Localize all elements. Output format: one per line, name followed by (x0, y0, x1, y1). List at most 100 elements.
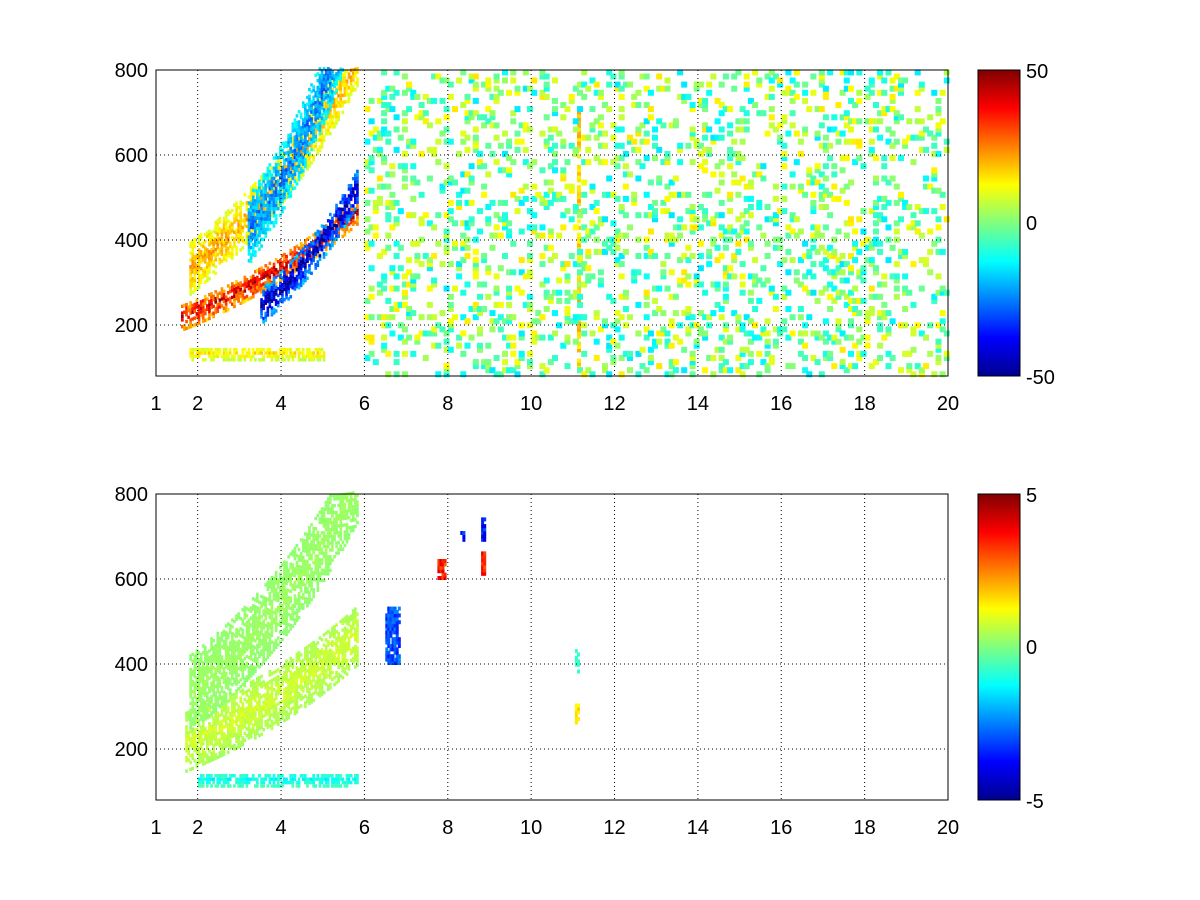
heatmap-cell (714, 301, 721, 308)
heatmap-cell (539, 199, 546, 206)
heatmap-cell (910, 326, 917, 333)
heatmap-cell (214, 300, 218, 304)
heatmap-cell (652, 285, 658, 292)
heatmap-cell (349, 92, 353, 96)
heatmap-cell (312, 248, 315, 252)
heatmap-cell (472, 97, 479, 104)
heatmap-cell (718, 355, 725, 361)
heatmap-cell (299, 176, 303, 180)
heatmap-cell (310, 241, 313, 245)
heatmap-cell (299, 129, 303, 133)
heatmap-cell (297, 154, 301, 158)
heatmap-cell (797, 306, 804, 312)
heatmap-cell (264, 298, 268, 302)
heatmap-cell (697, 240, 704, 247)
heatmap-cell (314, 121, 318, 125)
heatmap-cell (312, 107, 315, 111)
heatmap-cell (297, 275, 301, 280)
heatmap-cell (460, 257, 467, 264)
heatmap-cell (848, 363, 854, 370)
heatmap-cell (401, 273, 408, 280)
heatmap-cell (279, 169, 282, 174)
heatmap-cell (852, 310, 859, 317)
heatmap-cell (322, 252, 326, 256)
heatmap-cell (228, 718, 232, 723)
heatmap-cell (397, 244, 404, 251)
heatmap-cell (760, 175, 767, 182)
heatmap-cell (506, 167, 513, 174)
heatmap-cell (531, 334, 538, 341)
heatmap-cell (316, 106, 320, 110)
heatmap-cell (189, 354, 192, 359)
heatmap-cell (472, 248, 479, 255)
heatmap-cell (318, 104, 322, 109)
heatmap-cell (923, 334, 929, 341)
heatmap-cell (268, 275, 272, 279)
heatmap-cell (249, 218, 253, 223)
heatmap-cell (199, 256, 203, 261)
heatmap-cell (251, 219, 255, 223)
heatmap-cell (297, 358, 301, 362)
heatmap-cell (401, 151, 408, 157)
heatmap-cell (285, 292, 288, 296)
heatmap-cell (931, 171, 938, 178)
heatmap-cell (231, 288, 234, 293)
heatmap-cell (877, 216, 884, 223)
heatmap-cell (299, 270, 303, 274)
heatmap-cell (222, 718, 226, 722)
heatmap-cell (316, 121, 320, 125)
heatmap-cell (722, 297, 729, 304)
heatmap-cell (864, 236, 871, 243)
heatmap-cell (276, 179, 280, 184)
heatmap-cell (289, 166, 293, 170)
heatmap-cell (218, 730, 222, 735)
heatmap-cell (260, 178, 263, 182)
heatmap-cell (237, 282, 240, 286)
heatmap-cell (279, 258, 282, 263)
heatmap-cell (585, 228, 592, 235)
heatmap-cell (228, 732, 232, 736)
heatmap-cell (543, 179, 550, 186)
heatmap-cell (341, 93, 345, 98)
heatmap-cell (643, 289, 650, 296)
heatmap-cell (702, 122, 709, 129)
heatmap-cell (410, 350, 417, 357)
heatmap-cell (266, 292, 270, 297)
heatmap-cell (510, 367, 517, 374)
heatmap-cell (237, 289, 240, 293)
heatmap-cell (260, 674, 263, 679)
heatmap-cell (939, 89, 946, 96)
heatmap-cell (931, 89, 938, 96)
heatmap-cell (581, 159, 588, 166)
heatmap-cell (312, 147, 315, 152)
heatmap-cell (497, 199, 504, 206)
heatmap-cell (272, 287, 276, 291)
heatmap-cell (272, 169, 276, 174)
heatmap-cell (212, 253, 215, 257)
heatmap-cell (337, 69, 340, 74)
heatmap-cell (822, 338, 829, 345)
heatmap-cell (268, 693, 272, 698)
heatmap-cell (727, 122, 734, 129)
heatmap-cell (201, 312, 205, 317)
heatmap-cell (197, 265, 201, 269)
heatmap-cell (308, 351, 311, 355)
heatmap-cell (785, 248, 792, 255)
heatmap-cell (376, 199, 383, 206)
heatmap-cell (199, 250, 203, 254)
heatmap-cell (329, 85, 332, 89)
heatmap-cell (593, 355, 600, 361)
heatmap-cell (304, 151, 307, 155)
heatmap-cell (333, 241, 336, 245)
heatmap-cell (772, 338, 779, 345)
heatmap-cell (577, 113, 581, 118)
heatmap-cell (251, 347, 255, 352)
heatmap-cell (262, 186, 265, 191)
heatmap-cell (681, 97, 688, 104)
heatmap-cell (216, 302, 220, 307)
heatmap-cell (218, 727, 222, 731)
heatmap-cell (339, 94, 343, 98)
heatmap-cell (347, 214, 351, 218)
heatmap-cell (943, 69, 950, 76)
heatmap-cell (195, 298, 199, 302)
